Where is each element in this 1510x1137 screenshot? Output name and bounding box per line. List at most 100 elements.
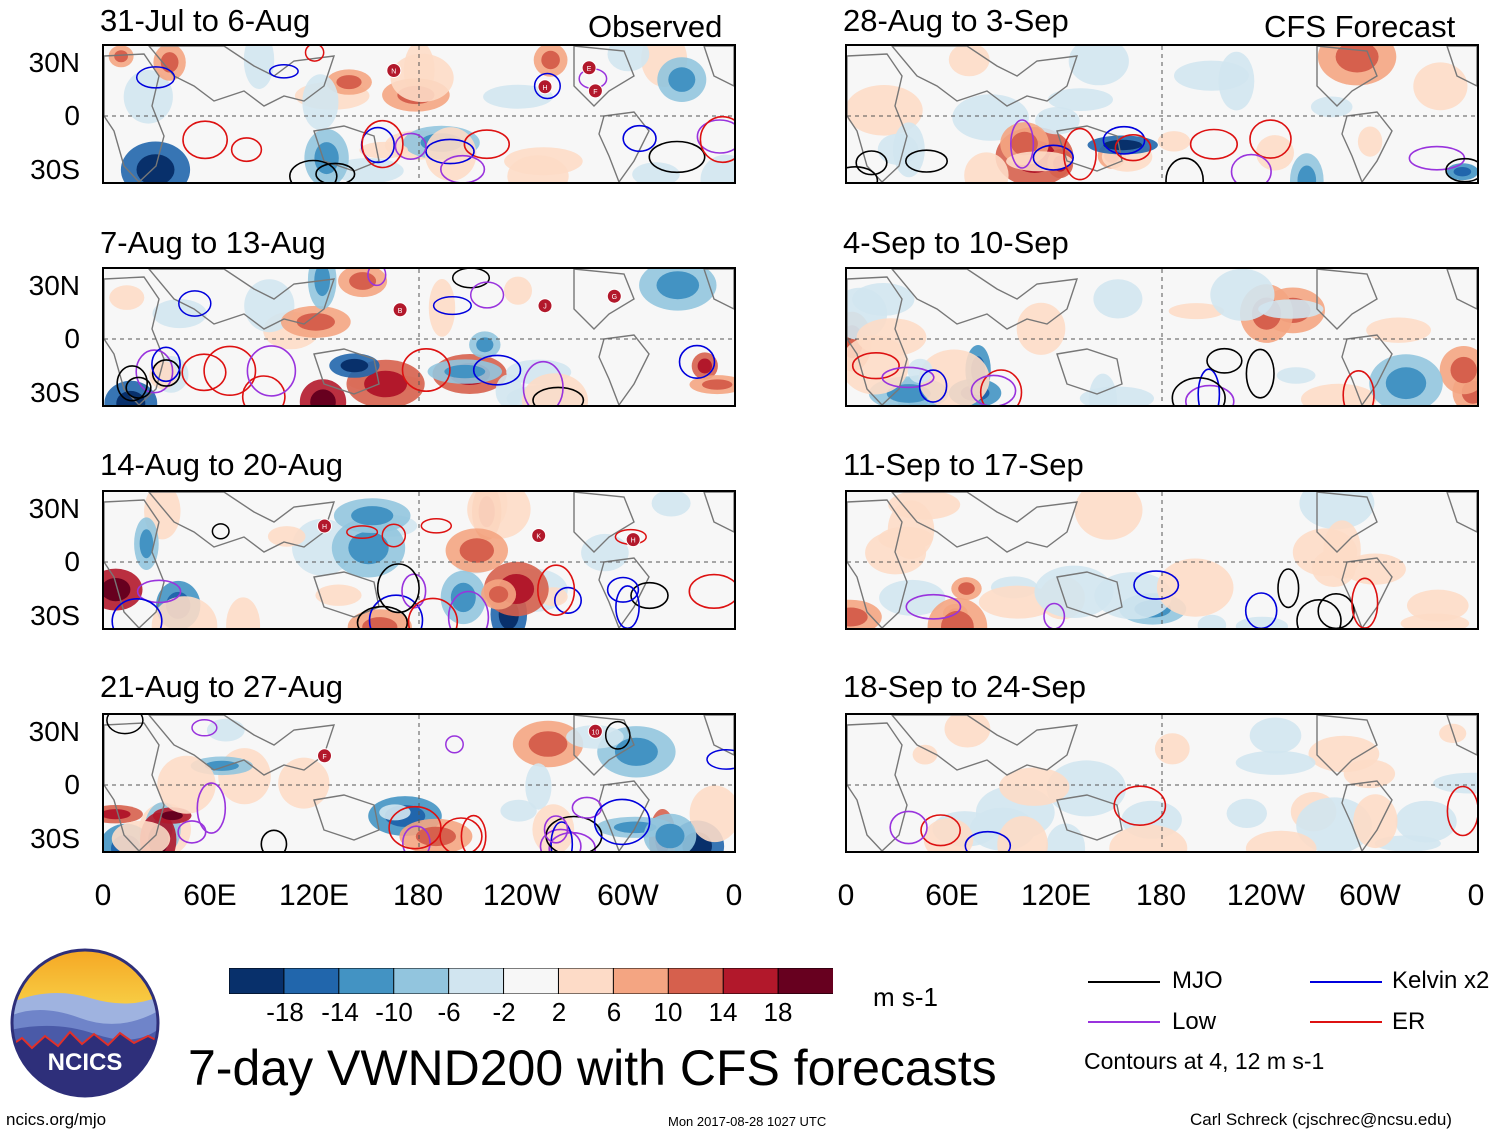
coastline [148,492,336,553]
lon-label: 60W [1339,879,1401,912]
coastline [573,715,635,776]
anomaly-blob [879,579,946,616]
map-panel: B J G [102,267,736,407]
wave-contour [304,46,325,62]
wave-contour [315,162,356,182]
storm-icon [587,83,603,99]
wave-contour [420,517,453,534]
observed-label: Observed [588,9,723,44]
colorbar-bin [557,967,615,995]
coastline [891,715,1079,776]
panel-title-fcst-3: 11-Sep to 17-Sep [843,447,1084,482]
wave-contour [260,829,288,851]
footer-url[interactable]: ncics.org/mjo [6,1110,107,1129]
coastline [1316,269,1378,330]
anomaly-core [348,531,389,565]
wave-contour [1296,599,1342,628]
legend-label-kelvin: Kelvin x2 [1392,967,1490,994]
wave-contour [1351,577,1379,628]
anomaly-blob [1048,88,1113,111]
anomaly-blob [525,763,552,810]
map-panel [845,490,1479,630]
coastline [1056,794,1123,841]
wave-contour [116,365,149,402]
colorbar-bin [228,967,285,995]
wave-contour [1197,368,1221,405]
wave-contour [1102,125,1146,155]
colorbar-label: -10 [375,997,413,1027]
wave-contour [447,590,490,628]
anomaly-blob [218,748,271,805]
coastline [1056,125,1123,172]
anomaly-blob [632,162,680,182]
wave-contour [151,346,181,383]
storm-marker: J [537,298,553,314]
colorbar-label: 2 [551,997,567,1027]
anomaly-blob [964,152,1009,182]
anomaly-core [702,379,733,390]
map-canvas: H K H [104,492,734,628]
storm-label: 10 [592,729,600,736]
lat-label-eq: 0 [64,100,80,131]
storm-label: H [631,538,636,545]
anomaly-blob [522,373,588,405]
map-canvas: B J G [104,269,734,405]
anomaly-blob [1310,96,1353,118]
anomaly-core [655,823,685,849]
coastline [1446,715,1477,756]
wave-contour [1113,785,1167,826]
storm-label: F [322,754,326,761]
storm-label: H [322,524,327,531]
colorbar-label: 14 [708,997,738,1027]
storm-marker: E [581,60,597,76]
anomaly-core [459,538,494,563]
panel-title-fcst-2: 4-Sep to 10-Sep [843,225,1069,260]
wave-contour [606,576,640,603]
wave-contour [1171,377,1226,405]
wave-contour [289,159,338,182]
wave-contour [918,369,948,403]
anomaly-blob [1197,614,1227,628]
map-canvas: F 10 [104,715,734,851]
anomaly-blob [1249,717,1302,754]
coastline [148,46,336,107]
coastline [1056,571,1123,618]
footer-author: Carl Schreck (cjschrec@ncsu.edu) [1190,1110,1452,1129]
map-canvas [847,492,1477,628]
anomaly-core [958,582,975,595]
wave-contour [615,585,640,628]
lon-label: 180 [392,879,444,912]
panel-title-obs-1: 31-Jul to 6-Aug [100,3,311,38]
lat-label-eq: 0 [64,323,80,354]
coastline [703,492,734,533]
wave-contour [402,825,431,851]
anomaly-blob [1156,558,1234,617]
wave-contour [230,137,263,163]
colorbar [228,967,835,995]
wave-contour [543,815,569,844]
wave-contour [1342,370,1375,405]
anomaly-core [489,586,509,603]
lon-label: 0 [1467,879,1485,912]
wave-contour [191,719,218,737]
lat-label-30s: 30S [30,154,80,185]
storm-icon [317,518,332,534]
wave-contour [1277,568,1300,609]
wave-contour [964,830,1012,851]
anomaly-core [476,337,494,353]
coastline [1316,715,1378,776]
anomaly-blob [1016,302,1066,355]
wave-contour [463,129,510,160]
wave-contour [125,376,152,399]
coastline [891,269,1079,330]
wave-contour [696,119,734,154]
anomaly-blob [390,53,454,102]
map-panel: H K H [102,490,736,630]
coastline [703,46,734,87]
coastline [847,722,908,851]
map-panel: F 10 [102,713,736,853]
storm-label: E [587,66,592,73]
anomaly-blob [607,46,650,72]
wave-contour [268,63,299,79]
lat-label-30n: 30N [28,493,80,524]
